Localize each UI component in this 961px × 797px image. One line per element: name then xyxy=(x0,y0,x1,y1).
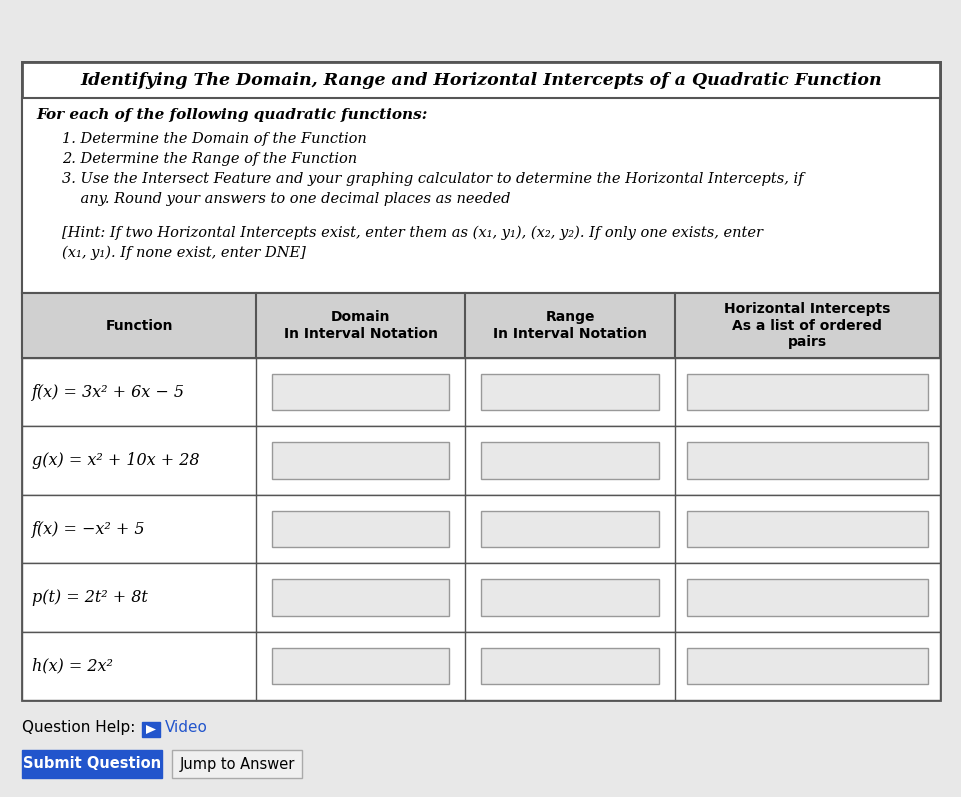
Text: Range
In Interval Notation: Range In Interval Notation xyxy=(493,310,647,340)
Text: Horizontal Intercepts
As a list of ordered
pairs: Horizontal Intercepts As a list of order… xyxy=(725,302,891,349)
Bar xyxy=(22,62,940,98)
Text: f(x) = −x² + 5: f(x) = −x² + 5 xyxy=(32,520,145,537)
Text: Identifying The Domain, Range and Horizontal Intercepts of a Quadratic Function: Identifying The Domain, Range and Horizo… xyxy=(80,72,882,88)
Text: h(x) = 2x²: h(x) = 2x² xyxy=(32,658,112,674)
Bar xyxy=(687,374,928,410)
Text: g(x) = x² + 10x + 28: g(x) = x² + 10x + 28 xyxy=(32,452,200,469)
Bar xyxy=(142,722,160,737)
Bar xyxy=(481,374,658,410)
Text: p(t) = 2t² + 8t: p(t) = 2t² + 8t xyxy=(32,589,148,606)
Bar xyxy=(22,495,940,563)
Bar xyxy=(22,98,940,293)
Bar xyxy=(22,293,940,358)
Text: any. Round your answers to one decimal places as needed: any. Round your answers to one decimal p… xyxy=(62,192,510,206)
Bar xyxy=(687,511,928,548)
Text: Video: Video xyxy=(165,720,208,735)
Bar xyxy=(272,374,450,410)
Bar xyxy=(687,648,928,684)
Text: (x₁, y₁). If none exist, enter DNE]: (x₁, y₁). If none exist, enter DNE] xyxy=(62,246,306,261)
Bar xyxy=(481,511,658,548)
Text: [Hint: If two Horizontal Intercepts exist, enter them as (x₁, y₁), (x₂, y₂). If : [Hint: If two Horizontal Intercepts exis… xyxy=(62,226,763,241)
Text: Question Help:: Question Help: xyxy=(22,720,136,735)
Bar xyxy=(481,648,658,684)
Bar xyxy=(687,442,928,479)
Bar xyxy=(272,579,450,615)
Text: 3. Use the Intersect Feature and your graphing calculator to determine the Horiz: 3. Use the Intersect Feature and your gr… xyxy=(62,172,803,186)
Bar xyxy=(172,750,302,778)
Bar xyxy=(22,358,940,426)
Bar xyxy=(272,442,450,479)
Bar xyxy=(22,631,940,700)
Bar xyxy=(22,563,940,631)
Bar xyxy=(687,579,928,615)
Bar xyxy=(22,62,940,700)
Bar xyxy=(481,442,658,479)
Text: Function: Function xyxy=(106,319,173,332)
Bar xyxy=(22,750,162,778)
Bar xyxy=(22,426,940,495)
Text: 1. Determine the Domain of the Function: 1. Determine the Domain of the Function xyxy=(62,132,367,146)
Text: Domain
In Interval Notation: Domain In Interval Notation xyxy=(283,310,438,340)
Text: Jump to Answer: Jump to Answer xyxy=(180,756,295,771)
Text: Submit Question: Submit Question xyxy=(23,756,161,771)
Text: f(x) = 3x² + 6x − 5: f(x) = 3x² + 6x − 5 xyxy=(32,383,185,401)
Text: 2. Determine the Range of the Function: 2. Determine the Range of the Function xyxy=(62,152,357,166)
Bar xyxy=(272,648,450,684)
Polygon shape xyxy=(146,725,156,734)
Bar xyxy=(272,511,450,548)
Bar xyxy=(481,579,658,615)
Text: For each of the following quadratic functions:: For each of the following quadratic func… xyxy=(36,108,428,122)
